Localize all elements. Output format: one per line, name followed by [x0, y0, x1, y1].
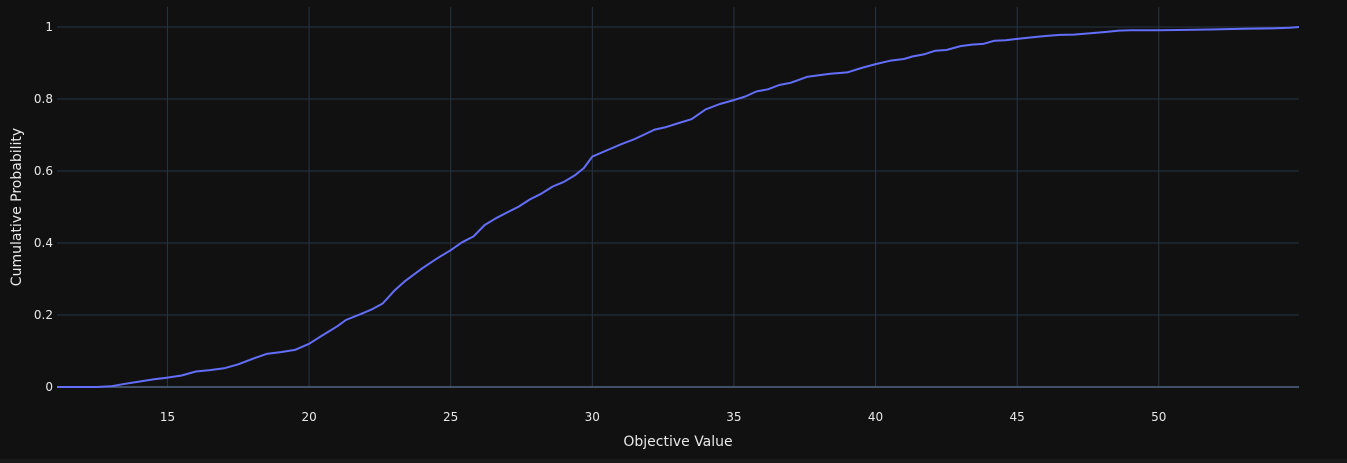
cdf-series-line: [57, 26, 1300, 388]
x-tick-label: 15: [160, 410, 175, 424]
series-layer: [57, 26, 1300, 388]
tick-labels: 0 0.2 0.4 0.6 0.8 1 15 20 25 30 35 40 45 50: [34, 20, 1167, 424]
y-tick-label: 0.6: [34, 164, 53, 178]
x-axis-title: Objective Value: [623, 434, 732, 450]
x-tick-label: 35: [726, 410, 741, 424]
y-tick-label: 1: [45, 20, 53, 34]
y-tick-label: 0.8: [34, 92, 53, 106]
x-tick-label: 30: [585, 410, 600, 424]
y-tick-label: 0.2: [34, 308, 53, 322]
x-tick-label: 25: [443, 410, 458, 424]
y-axis-title: Cumulative Probability: [9, 128, 25, 286]
grid: [57, 7, 1299, 388]
y-tick-label: 0: [45, 380, 53, 394]
x-tick-label: 40: [868, 410, 883, 424]
x-tick-label: 50: [1151, 410, 1166, 424]
x-tick-label: 45: [1010, 410, 1025, 424]
x-tick-label: 20: [301, 410, 316, 424]
y-tick-label: 0.4: [34, 236, 53, 250]
